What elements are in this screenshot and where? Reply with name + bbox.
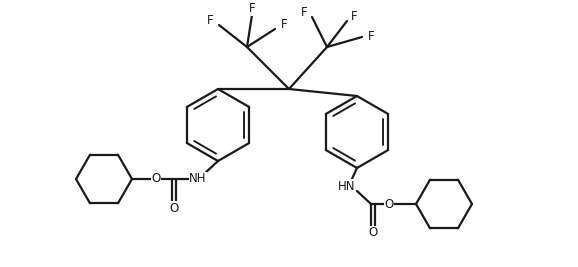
- Text: O: O: [368, 226, 377, 239]
- Text: NH: NH: [189, 172, 207, 186]
- Text: F: F: [368, 30, 375, 44]
- Text: HN: HN: [338, 179, 355, 193]
- Text: F: F: [351, 10, 358, 23]
- Text: F: F: [301, 6, 308, 18]
- Text: O: O: [151, 172, 161, 186]
- Text: F: F: [208, 14, 214, 28]
- Text: O: O: [384, 198, 394, 210]
- Text: O: O: [169, 202, 179, 214]
- Text: F: F: [281, 18, 288, 32]
- Text: F: F: [249, 2, 255, 15]
